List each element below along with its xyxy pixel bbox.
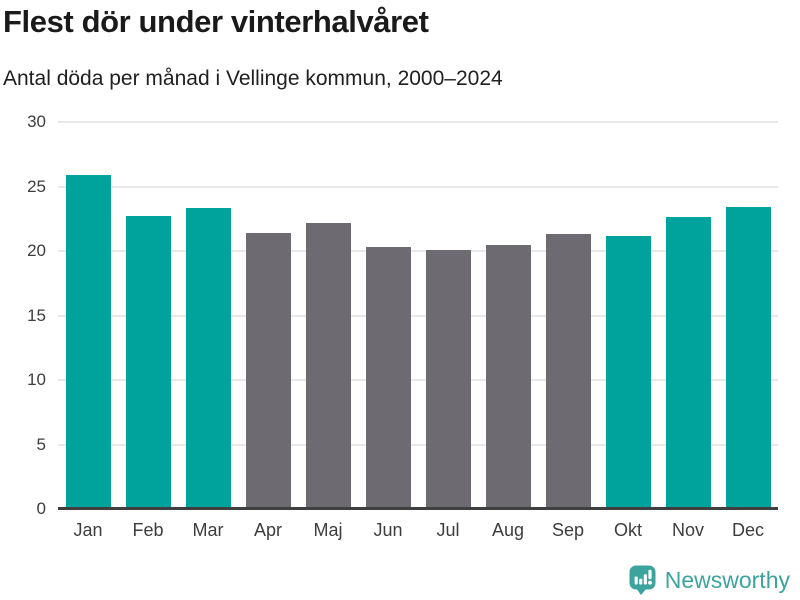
x-tick-label-sep: Sep xyxy=(551,520,585,540)
y-tick-label-5: 5 xyxy=(36,434,46,454)
x-tick-label-okt: Okt xyxy=(613,520,642,540)
bar-slot-maj xyxy=(298,122,358,509)
gridline-30 xyxy=(58,121,778,123)
bar-slot-aug xyxy=(478,122,538,509)
chart-title: Flest dör under vinterhalvåret xyxy=(3,4,429,39)
y-tick-label-10: 10 xyxy=(27,370,46,390)
bars xyxy=(58,122,778,509)
x-tick-label-feb: Feb xyxy=(132,520,164,540)
bar-chart-speech-bubble-icon xyxy=(629,565,656,595)
x-tick-label-apr: Apr xyxy=(253,520,282,540)
bar-dec xyxy=(725,207,771,509)
bar-slot-okt xyxy=(598,122,658,509)
x-tick-label-jan: Jan xyxy=(73,520,103,540)
bar-slot-mar xyxy=(178,122,238,509)
y-axis-labels: 0 5 10 15 20 25 30 xyxy=(0,112,46,518)
gridline-5 xyxy=(58,443,778,446)
bar-feb xyxy=(125,216,171,509)
bar-jul xyxy=(425,249,471,509)
bar-sep xyxy=(545,234,591,509)
bar-slot-feb xyxy=(118,122,178,509)
bar-jun xyxy=(365,247,411,509)
y-tick-label-30: 30 xyxy=(27,112,46,131)
bar-slot-apr xyxy=(238,122,298,509)
bar-nov xyxy=(665,217,711,509)
gridline-25 xyxy=(58,185,778,188)
x-tick-label-aug: Aug xyxy=(491,520,525,540)
bar-maj xyxy=(305,222,351,509)
bar-mar xyxy=(185,208,231,509)
bar-aug xyxy=(485,244,531,509)
x-axis-labels: Jan Feb Mar Apr Maj Jun Jul Aug Sep Okt Nov Dec xyxy=(58,520,778,541)
gridlines xyxy=(58,121,778,509)
x-axis-line xyxy=(58,507,778,510)
y-tick-label-0: 0 xyxy=(36,499,46,518)
bar-apr xyxy=(245,232,291,509)
bar-jan xyxy=(65,174,111,509)
bar-slot-sep xyxy=(538,122,598,509)
gridline-20 xyxy=(58,250,778,253)
brand-name: Newsworthy xyxy=(664,566,790,593)
bar-slot-jun xyxy=(358,122,418,509)
x-tick-label-jul: Jul xyxy=(436,520,460,540)
x-tick-label-jun: Jun xyxy=(373,520,403,540)
plot-area: 0 5 10 15 20 25 30 Jan Feb Mar Apr Maj Jun Jul Aug Sep… xyxy=(27,112,778,540)
y-tick-label-15: 15 xyxy=(27,305,46,325)
bar-slot-nov xyxy=(658,122,718,509)
chart-subtitle: Antal döda per månad i Vellinge kommun, … xyxy=(3,67,503,90)
x-tick-label-dec: Dec xyxy=(731,520,764,540)
y-tick-label-25: 25 xyxy=(27,176,46,196)
x-tick-label-mar: Mar xyxy=(192,520,224,540)
x-tick-label-maj: Maj xyxy=(313,520,343,540)
x-tick-label-nov: Nov xyxy=(671,520,704,540)
gridline-10 xyxy=(58,379,778,382)
y-tick-label-20: 20 xyxy=(27,241,46,261)
bar-slot-jan xyxy=(58,122,118,509)
gridline-15 xyxy=(58,314,778,317)
bar-slot-jul xyxy=(418,122,478,509)
bar-slot-dec xyxy=(718,122,778,509)
brand-footer: Newsworthy xyxy=(629,565,790,595)
bar-okt xyxy=(605,235,651,509)
